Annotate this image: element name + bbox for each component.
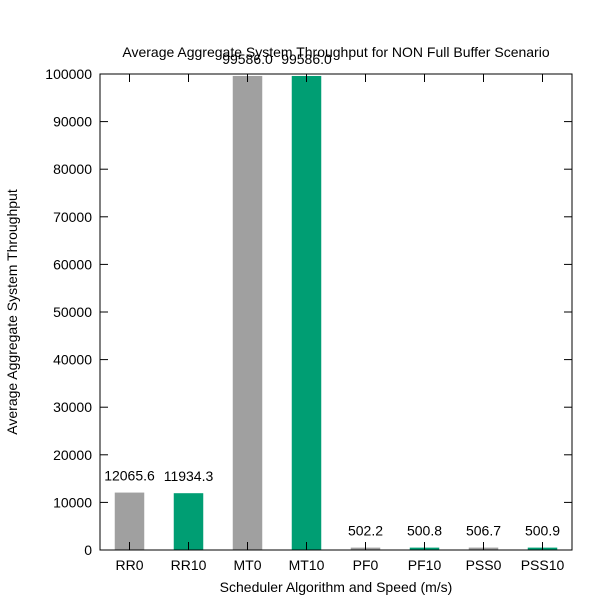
data-label-rr0: 12065.6 — [104, 468, 155, 484]
y-tick-label: 80000 — [53, 161, 92, 177]
y-axis-label: Average Aggregate System Throughput — [4, 189, 20, 435]
x-axis: RR0 RR10 MT0 MT10 PF0 PF10 PSS0 PSS10 — [115, 74, 565, 573]
data-labels: 12065.6 11934.3 99586.0 99586.0 502.2 500.8 50… — [104, 51, 560, 539]
data-label-mt0: 99586.0 — [222, 51, 273, 67]
y-tick-label: 70000 — [53, 209, 92, 225]
data-label-mt10: 99586.0 — [281, 51, 332, 67]
x-tick-label-pf0: PF0 — [353, 557, 379, 573]
data-label-pf0: 502.2 — [348, 523, 383, 539]
bar-rr0 — [114, 492, 145, 550]
x-tick-label-rr10: RR10 — [171, 557, 207, 573]
y-tick-label: 90000 — [53, 114, 92, 130]
y-tick-label: 20000 — [53, 447, 92, 463]
y-tick-label: 30000 — [53, 399, 92, 415]
x-tick-label-mt10: MT10 — [289, 557, 325, 573]
x-tick-label-rr0: RR0 — [115, 557, 143, 573]
bar-rr10 — [173, 493, 204, 550]
x-tick-label-mt0: MT0 — [234, 557, 262, 573]
y-tick-label: 0 — [84, 542, 92, 558]
data-label-rr10: 11934.3 — [164, 468, 214, 484]
x-tick-label-pss0: PSS0 — [466, 557, 502, 573]
y-tick-label: 50000 — [53, 304, 92, 320]
x-tick-label-pss10: PSS10 — [521, 557, 565, 573]
data-label-pss10: 500.9 — [525, 523, 560, 539]
y-tick-label: 60000 — [53, 256, 92, 272]
bar-mt0 — [232, 75, 263, 550]
y-tick-label: 10000 — [53, 494, 92, 510]
y-axis: 0 10000 20000 30000 40000 50000 60000 70000 8000… — [45, 66, 572, 558]
data-label-pf10: 500.8 — [407, 523, 442, 539]
y-tick-label: 100000 — [45, 66, 92, 82]
chart-title: Average Aggregate System Throughput for … — [122, 44, 549, 60]
y-tick-label: 40000 — [53, 352, 92, 368]
x-tick-label-pf10: PF10 — [408, 557, 442, 573]
bar-mt10 — [291, 75, 322, 550]
data-label-pss0: 506.7 — [466, 523, 501, 539]
x-axis-label: Scheduler Algorithm and Speed (m/s) — [220, 579, 453, 595]
